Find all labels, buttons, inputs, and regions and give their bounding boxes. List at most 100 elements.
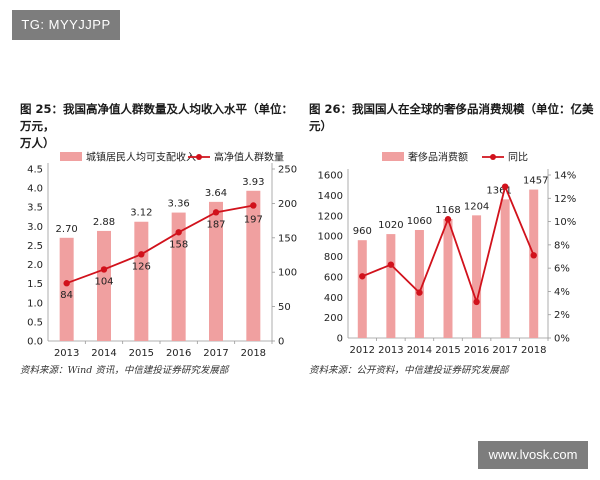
line-point xyxy=(530,252,537,259)
x-tick-label: 2015 xyxy=(129,348,154,359)
bar-data-label: 1204 xyxy=(464,201,489,212)
right-tick-label: 8% xyxy=(554,240,570,251)
legend-bar-label: 城镇居民人均可支配收入 xyxy=(86,151,196,164)
left-tick-label: 1200 xyxy=(318,211,343,222)
line-data-label: 158 xyxy=(169,239,188,250)
left-tick-label: 4.0 xyxy=(27,184,43,195)
line-series xyxy=(66,204,254,285)
bar-data-label: 2.88 xyxy=(93,217,115,228)
legend-line-marker xyxy=(196,154,202,160)
x-tick-label: 2016 xyxy=(464,345,489,356)
bar-data-label: 1168 xyxy=(435,205,460,216)
x-tick-label: 2017 xyxy=(203,348,228,359)
source-note-left: 资料来源：Wind 资讯，中信建投证券研究发展部 xyxy=(20,365,229,376)
left-tick-label: 0.5 xyxy=(27,317,43,328)
left-tick-label: 1600 xyxy=(318,171,343,182)
right-tick-label: 100 xyxy=(278,268,297,279)
right-tick-label: 6% xyxy=(554,264,570,275)
left-tick-label: 3.0 xyxy=(27,222,43,233)
source-note-right: 资料来源：公开资料，中信建投证券研究发展部 xyxy=(309,365,509,376)
line-point xyxy=(416,289,423,296)
right-tick-label: 10% xyxy=(554,217,576,228)
bar xyxy=(97,230,111,341)
left-tick-label: 200 xyxy=(324,313,343,324)
line-data-label: 126 xyxy=(132,261,151,272)
line-data-label: 187 xyxy=(206,219,225,230)
line-point xyxy=(444,216,452,223)
bar xyxy=(443,219,453,338)
legend-line-label: 高净值人群数量 xyxy=(214,151,284,164)
line-point xyxy=(212,209,220,216)
left-tick-label: 1.5 xyxy=(27,279,43,290)
bar xyxy=(171,212,186,341)
line-point xyxy=(473,298,480,306)
left-tick-label: 2.0 xyxy=(27,260,43,271)
x-tick-label: 2014 xyxy=(407,345,432,356)
line-point xyxy=(175,229,182,236)
left-tick-label: 1400 xyxy=(318,191,343,202)
right-tick-label: 150 xyxy=(278,233,297,244)
bar xyxy=(414,230,424,338)
watermark-top-left: TG: MYYJJPP xyxy=(12,10,120,40)
bar xyxy=(529,189,539,338)
right-tick-label: 2% xyxy=(554,310,570,321)
bar xyxy=(246,190,261,341)
right-tick-label: 4% xyxy=(554,287,570,298)
bar xyxy=(209,201,223,341)
line-point xyxy=(100,266,108,273)
line-point xyxy=(138,251,145,258)
left-tick-label: 0 xyxy=(337,334,343,345)
bar xyxy=(472,215,482,338)
right-tick-label: 0 xyxy=(278,337,284,348)
bar-data-label: 3.64 xyxy=(205,188,227,199)
bar xyxy=(386,234,396,338)
bar-data-label: 960 xyxy=(353,226,372,237)
bar-data-label: 1020 xyxy=(378,220,403,231)
chart-title-left: 图 25：我国高净值人群数量及人均收入水平（单位：万元， 万人） xyxy=(20,101,300,152)
legend-line-label: 同比 xyxy=(508,152,528,164)
line-data-label: 84 xyxy=(60,290,73,301)
legend-bar-swatch xyxy=(60,152,82,161)
x-tick-label: 2013 xyxy=(378,345,403,356)
bar-data-label: 3.93 xyxy=(242,177,264,188)
left-tick-label: 400 xyxy=(324,293,343,304)
x-tick-label: 2018 xyxy=(521,345,546,356)
chart-title-right-line1: 图 26：我国国人在全球的奢侈品消费规模（单位：亿美元） xyxy=(309,102,594,133)
x-tick-label: 2016 xyxy=(166,348,191,359)
chart-title-left-line2: 万人） xyxy=(20,136,55,150)
left-tick-label: 600 xyxy=(324,272,343,283)
x-tick-label: 2018 xyxy=(241,348,266,359)
x-tick-label: 2013 xyxy=(54,348,79,359)
x-tick-label: 2012 xyxy=(350,345,375,356)
chart-title-left-line1: 图 25：我国高净值人群数量及人均收入水平（单位：万元， xyxy=(20,102,294,133)
bar-data-label: 1060 xyxy=(407,216,432,227)
line-point xyxy=(63,280,70,287)
left-tick-label: 1000 xyxy=(318,232,343,243)
line-point xyxy=(250,202,257,209)
bar xyxy=(357,240,367,338)
bar-data-label: 2.70 xyxy=(56,224,78,235)
right-tick-label: 200 xyxy=(278,199,297,210)
chart-title-right: 图 26：我国国人在全球的奢侈品消费规模（单位：亿美元） xyxy=(309,101,594,135)
bar xyxy=(500,199,510,338)
line-point xyxy=(387,261,395,268)
bar-data-label: 1457 xyxy=(523,176,548,187)
x-tick-label: 2014 xyxy=(91,348,116,359)
bar-data-label: 3.36 xyxy=(168,199,190,210)
right-tick-label: 12% xyxy=(554,194,576,205)
legend-bar-swatch xyxy=(382,152,404,161)
left-tick-label: 3.5 xyxy=(27,203,43,214)
legend-line-marker xyxy=(490,154,496,160)
left-tick-label: 2.5 xyxy=(27,241,43,252)
watermark-bottom-right: www.lvosk.com xyxy=(478,441,588,469)
line-point xyxy=(501,183,509,190)
bar xyxy=(59,237,74,341)
right-tick-label: 0% xyxy=(554,334,570,345)
x-tick-label: 2015 xyxy=(435,345,460,356)
left-tick-label: 4.5 xyxy=(27,165,43,176)
right-tick-label: 14% xyxy=(554,171,576,182)
bar-data-label: 3.12 xyxy=(130,208,152,219)
left-tick-label: 1.0 xyxy=(27,298,43,309)
